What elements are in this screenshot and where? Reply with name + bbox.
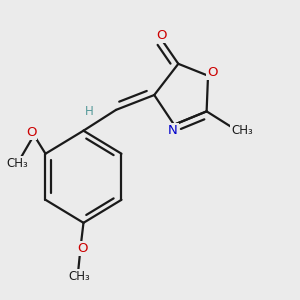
- Text: CH₃: CH₃: [6, 157, 28, 170]
- Text: CH₃: CH₃: [231, 124, 253, 137]
- Text: O: O: [156, 29, 166, 42]
- Text: H: H: [85, 106, 94, 118]
- Text: O: O: [26, 126, 36, 139]
- Text: CH₃: CH₃: [68, 270, 90, 283]
- Text: O: O: [207, 66, 217, 79]
- Text: N: N: [168, 124, 178, 136]
- Text: O: O: [77, 242, 87, 255]
